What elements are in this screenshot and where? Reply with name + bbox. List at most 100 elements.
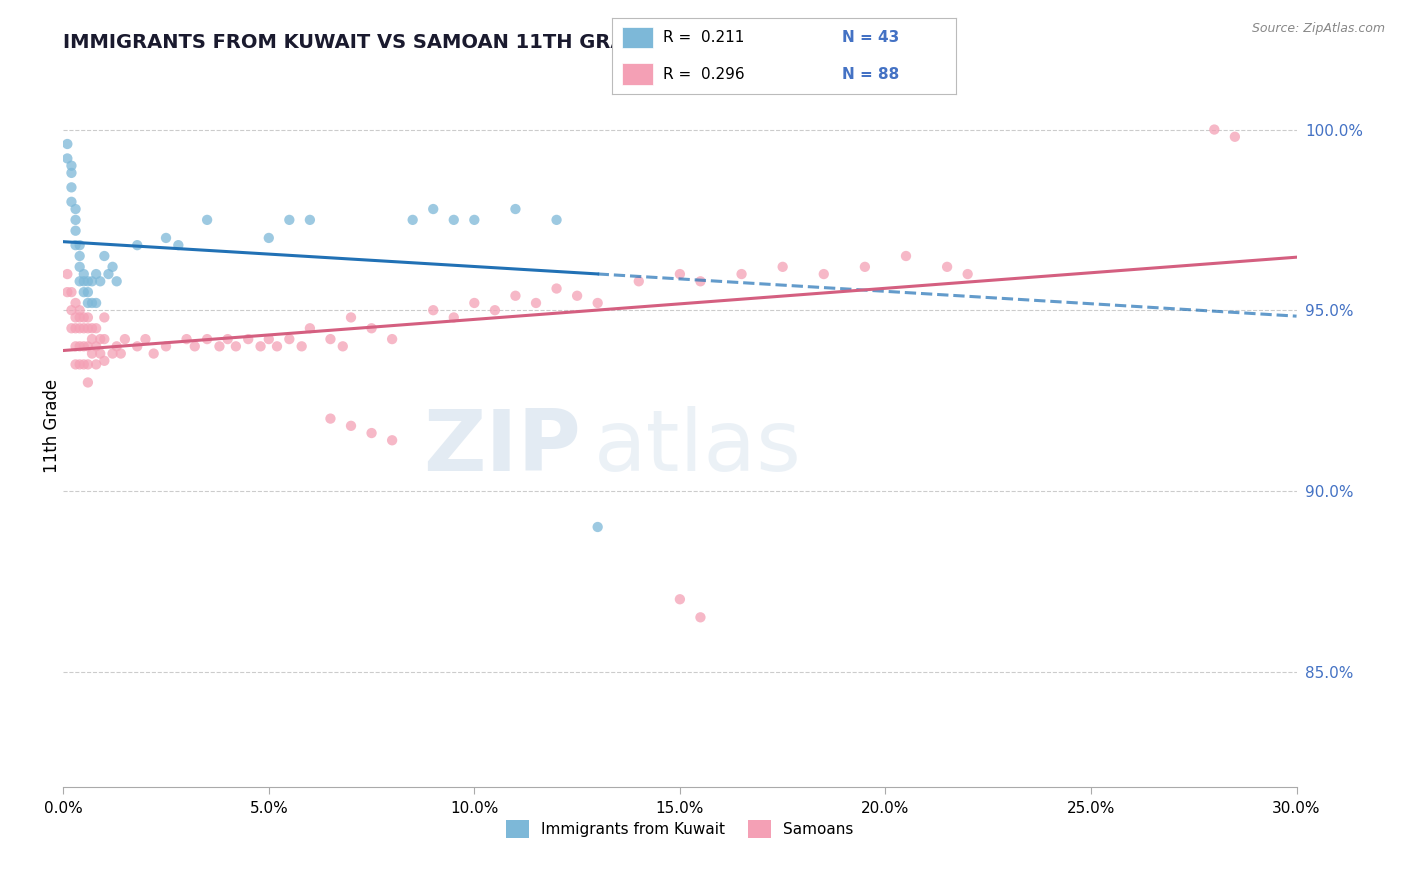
Point — [546, 212, 568, 227]
Point — [60, 166, 83, 180]
Point — [402, 212, 425, 227]
Point — [195, 332, 218, 346]
Point — [93, 310, 115, 325]
Point — [586, 296, 609, 310]
Point — [586, 520, 609, 534]
Point — [381, 434, 404, 448]
Point — [77, 339, 100, 353]
Point — [155, 339, 177, 353]
Point — [340, 418, 363, 433]
Point — [505, 289, 527, 303]
Point — [73, 310, 96, 325]
Point — [217, 332, 239, 346]
Point — [77, 321, 100, 335]
Point — [291, 339, 314, 353]
Y-axis label: 11th Grade: 11th Grade — [44, 379, 60, 473]
Point — [65, 358, 87, 372]
Point — [134, 332, 156, 346]
Point — [89, 274, 111, 288]
Point — [463, 296, 485, 310]
Point — [319, 332, 342, 346]
Point — [69, 303, 91, 318]
Point — [93, 332, 115, 346]
Point — [1204, 122, 1226, 136]
Point — [84, 296, 107, 310]
Point — [772, 260, 794, 274]
Point — [77, 358, 100, 372]
Point — [167, 238, 190, 252]
Point — [565, 289, 588, 303]
Point — [73, 358, 96, 372]
Point — [77, 296, 100, 310]
Text: R =  0.296: R = 0.296 — [664, 67, 745, 82]
Point — [65, 212, 87, 227]
Point — [73, 339, 96, 353]
Point — [65, 202, 87, 216]
Point — [97, 267, 120, 281]
Point — [225, 339, 247, 353]
Point — [298, 321, 321, 335]
Point — [89, 346, 111, 360]
Point — [84, 267, 107, 281]
Point — [60, 180, 83, 194]
Text: R =  0.211: R = 0.211 — [664, 29, 745, 45]
Point — [257, 231, 280, 245]
Point — [669, 267, 692, 281]
Point — [443, 212, 465, 227]
Point — [73, 274, 96, 288]
Point — [238, 332, 260, 346]
Point — [110, 346, 132, 360]
Point — [127, 238, 149, 252]
Point — [381, 332, 404, 346]
Point — [443, 310, 465, 325]
Point — [278, 212, 301, 227]
Point — [80, 296, 103, 310]
Point — [60, 194, 83, 209]
Point — [319, 411, 342, 425]
Point — [101, 346, 124, 360]
Point — [689, 274, 711, 288]
Point — [184, 339, 207, 353]
Point — [195, 212, 218, 227]
Point — [80, 274, 103, 288]
Point — [360, 321, 382, 335]
Point — [69, 321, 91, 335]
Point — [60, 303, 83, 318]
Point — [89, 332, 111, 346]
Point — [56, 152, 79, 166]
Point — [505, 202, 527, 216]
Point — [340, 310, 363, 325]
Point — [422, 303, 444, 318]
Point — [65, 310, 87, 325]
Point — [463, 212, 485, 227]
Point — [69, 260, 91, 274]
Point — [266, 339, 288, 353]
Point — [80, 346, 103, 360]
Point — [69, 238, 91, 252]
Bar — [621, 63, 652, 85]
Point — [1223, 129, 1246, 144]
Point — [69, 274, 91, 288]
Legend: Immigrants from Kuwait, Samoans: Immigrants from Kuwait, Samoans — [501, 814, 860, 845]
Point — [80, 321, 103, 335]
Point — [77, 310, 100, 325]
Point — [730, 267, 752, 281]
Bar — [621, 27, 652, 48]
Point — [142, 346, 165, 360]
Point — [105, 274, 128, 288]
Point — [60, 321, 83, 335]
Point — [278, 332, 301, 346]
Point — [93, 353, 115, 368]
Point — [65, 321, 87, 335]
Point — [65, 296, 87, 310]
Point — [360, 425, 382, 440]
Point — [73, 285, 96, 300]
Point — [127, 339, 149, 353]
Point — [65, 238, 87, 252]
Point — [56, 285, 79, 300]
Point — [101, 260, 124, 274]
Point — [208, 339, 231, 353]
Point — [332, 339, 354, 353]
Text: Source: ZipAtlas.com: Source: ZipAtlas.com — [1251, 22, 1385, 36]
Point — [936, 260, 959, 274]
